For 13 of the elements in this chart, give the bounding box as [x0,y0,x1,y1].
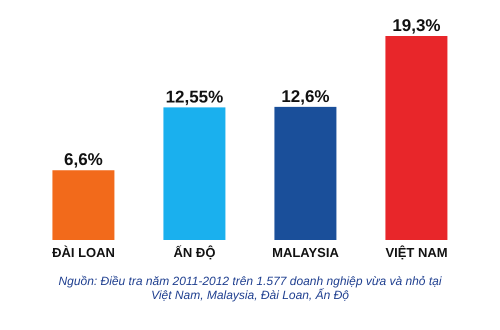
data-label: 19,3% [392,16,441,35]
bar [163,107,226,240]
text: Nguồn: Điều tra năm 2011-2012 trên 1.577 doanh nghiệp vừa và nhỏ tại Việt Nam, Malaysia, Đài Loan, Ấn Độ [58,273,443,304]
x-tick-label: ĐÀI LOAN [52,245,115,260]
bar [52,170,114,240]
data-label: 12,55% [166,87,224,106]
x-tick-label: VIỆT NAM [385,245,448,260]
bar [385,36,448,240]
bar [274,106,336,240]
x-tick-label: MALAYSIA [272,245,340,260]
x-tick-label: ẤN ĐỘ [174,245,216,260]
data-label: 12,6% [281,86,330,106]
data-label: 6,6% [64,150,103,170]
